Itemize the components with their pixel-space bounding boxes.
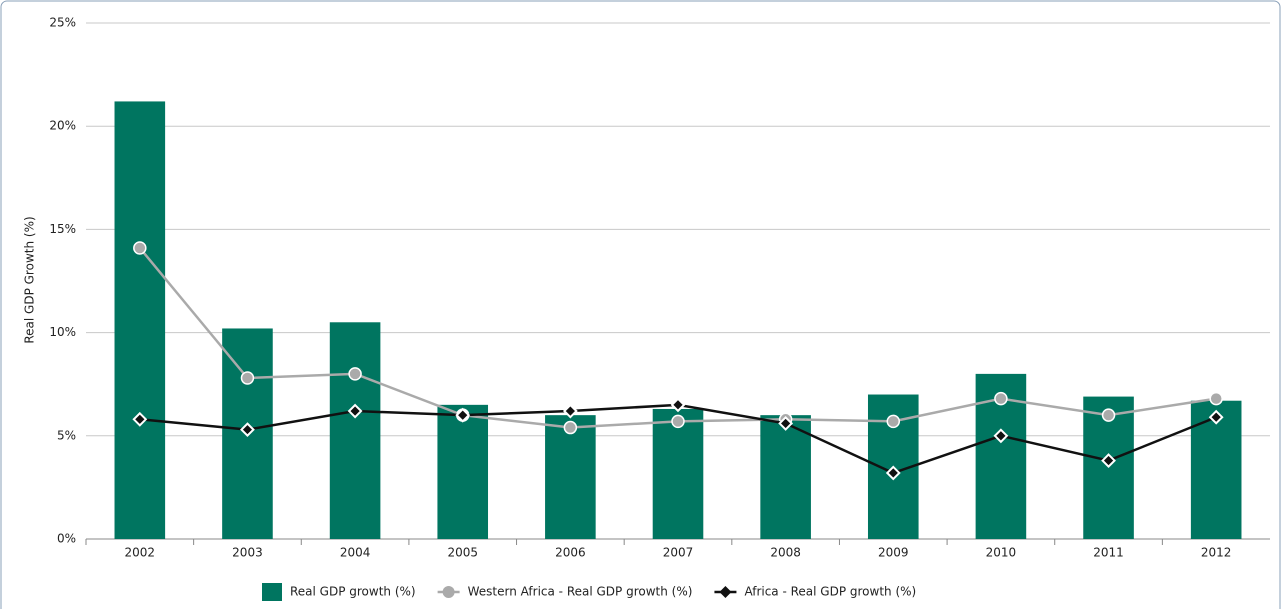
bar [329, 322, 381, 539]
point [885, 465, 901, 481]
bar [760, 415, 811, 539]
point [455, 407, 471, 423]
legend-label: Africa - Real GDP growth (%) [744, 585, 916, 599]
y-tick-label: 25% [49, 16, 76, 30]
y-tick-label: 0% [57, 532, 76, 546]
point [563, 420, 578, 435]
x-tick-label: 2002 [125, 546, 156, 560]
point [778, 416, 794, 431]
point [994, 391, 1008, 406]
point [347, 403, 363, 419]
point [1209, 391, 1223, 406]
bar [545, 415, 596, 539]
y-axis-title: Real GDP Growth (%) [23, 216, 37, 343]
bar [114, 101, 166, 539]
x-tick-label: 2011 [1093, 546, 1124, 560]
legend-marker [442, 586, 455, 598]
point [670, 397, 686, 413]
x-tick-label: 2005 [447, 546, 478, 560]
bar [652, 408, 704, 539]
x-tick-label: 2008 [770, 546, 801, 560]
point [562, 403, 578, 419]
point [133, 241, 147, 255]
y-tick-label: 15% [49, 222, 76, 236]
x-tick-label: 2012 [1201, 546, 1232, 560]
point [671, 414, 685, 429]
point [240, 371, 255, 385]
legend-marker [719, 586, 732, 598]
point [886, 414, 901, 429]
point [348, 367, 362, 381]
y-tick-label: 5% [57, 428, 76, 442]
point [1101, 408, 1116, 422]
bar [437, 404, 489, 539]
point [240, 422, 255, 438]
x-tick-label: 2007 [663, 546, 694, 560]
y-tick-label: 20% [49, 119, 76, 133]
x-tick-label: 2006 [555, 546, 586, 560]
point [1208, 409, 1224, 425]
legend-label: Western Africa - Real GDP growth (%) [468, 585, 693, 599]
point [1101, 453, 1116, 468]
legend-label: Real GDP growth (%) [290, 585, 416, 599]
x-tick-label: 2009 [878, 546, 909, 560]
x-tick-label: 2010 [986, 546, 1017, 560]
y-tick-label: 10% [49, 325, 76, 339]
x-tick-label: 2003 [232, 546, 263, 560]
point [993, 428, 1009, 444]
x-tick-label: 2004 [340, 546, 371, 560]
point [132, 411, 148, 427]
legend-swatch [262, 583, 282, 601]
